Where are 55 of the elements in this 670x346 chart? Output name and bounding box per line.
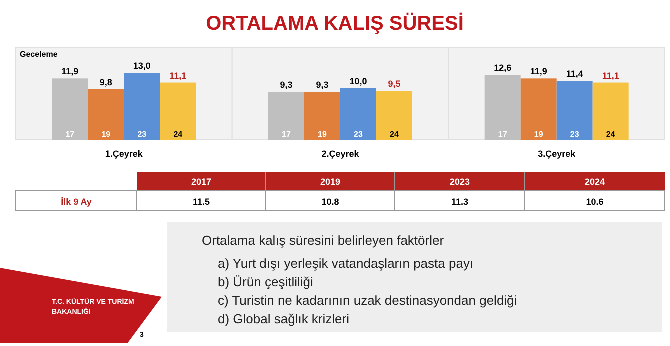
bar: [124, 73, 160, 140]
text: 2017: [191, 177, 212, 187]
text: 23: [570, 130, 580, 139]
text: 2019: [320, 177, 341, 187]
data-label: 9,3: [280, 80, 293, 90]
x-tick-label: 1.Çeyrek: [105, 149, 144, 159]
text: 17: [282, 130, 291, 139]
bar: [484, 75, 521, 140]
bar: [592, 82, 629, 140]
data-label: 9,8: [100, 77, 112, 88]
text: d) Global sağlık krizleri: [218, 312, 350, 326]
text: a) Yurt dışı yerleşik vatandaşların pasta payı: [218, 256, 474, 271]
bar: [52, 78, 88, 140]
text: c) Turistin ne kadarının uzak destinasyondan geldiği: [218, 293, 518, 308]
data-label: 9,5: [388, 79, 401, 90]
data-label: 10,0: [350, 76, 368, 86]
text: 2023: [450, 177, 470, 187]
text: 19: [534, 130, 544, 139]
text: 11.3: [451, 197, 469, 207]
chart-title: ORTALAMA KALIŞ SÜRESİ: [206, 12, 464, 35]
data-label: 11,9: [62, 66, 79, 77]
data-label: 11,1: [170, 70, 187, 81]
bar: [520, 78, 557, 140]
series-label: 17: [66, 130, 76, 139]
text: 19: [318, 130, 327, 139]
text: b) Ürün çeşitliliği: [218, 274, 314, 290]
data-label: 11,1: [602, 70, 620, 81]
bar: [160, 82, 196, 140]
x-tick-label: 3.Çeyrek: [538, 149, 577, 159]
series-label: 19: [102, 130, 112, 139]
bar: [340, 88, 376, 140]
text: 24: [606, 130, 616, 139]
bar: [304, 92, 340, 140]
bar: [88, 89, 124, 140]
x-tick-label: 2.Çeyrek: [322, 149, 360, 159]
text: Ortalama kalış süresini belirleyen faktörler: [202, 233, 445, 248]
text: İlk 9 Ay: [61, 197, 92, 207]
y-axis-title: Geceleme: [20, 50, 58, 59]
text: 24: [390, 130, 399, 139]
data-label: 13,0: [133, 61, 151, 71]
text: 10.6: [586, 197, 604, 207]
text: 23: [354, 130, 363, 139]
bar: [556, 81, 593, 140]
series-label: 24: [174, 130, 184, 139]
text: 11.5: [192, 197, 210, 207]
bar: [376, 91, 412, 140]
bar: [268, 92, 304, 140]
text: 17: [498, 130, 508, 139]
text: 2024: [584, 177, 606, 187]
series-label: 23: [138, 130, 148, 139]
data-label: 11,9: [530, 66, 548, 77]
data-label: 9,3: [316, 80, 329, 90]
text: 10.8: [322, 197, 340, 207]
data-label: 11,4: [566, 69, 584, 80]
data-label: 12,6: [494, 63, 512, 74]
